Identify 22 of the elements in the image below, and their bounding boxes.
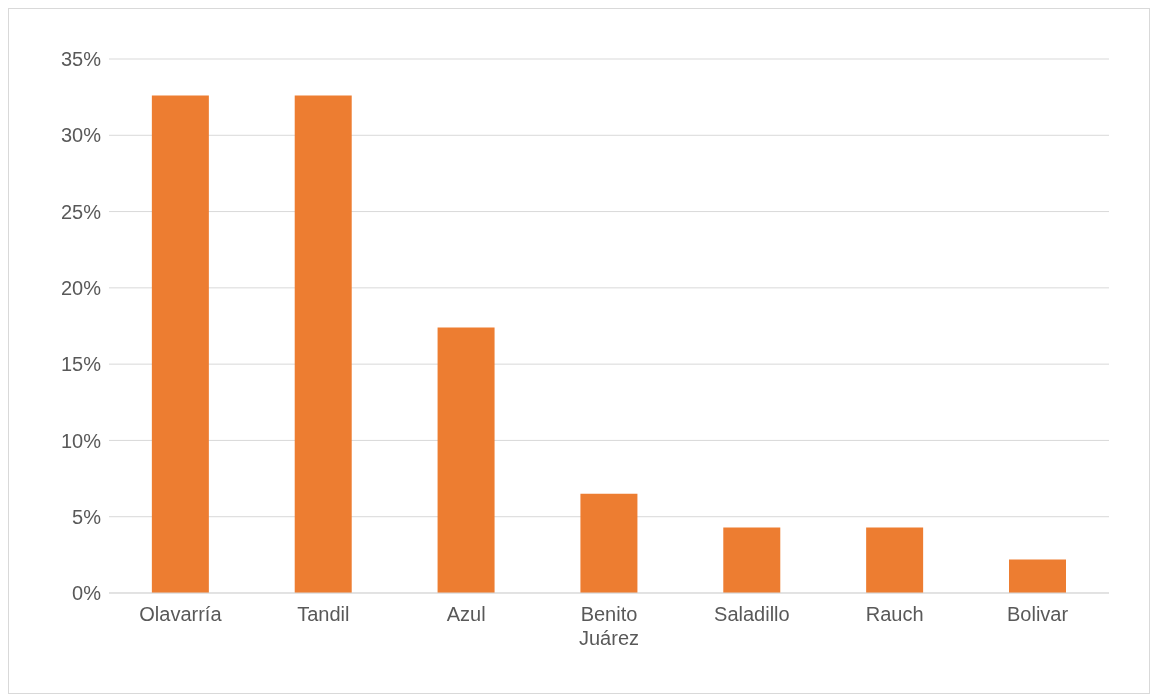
x-tick-label: Rauch xyxy=(865,603,924,625)
x-tick-label: Tandil xyxy=(297,603,350,625)
y-tick-label: 5% xyxy=(72,505,102,528)
bar xyxy=(580,493,638,593)
bar xyxy=(866,527,924,593)
y-tick-label: 20% xyxy=(60,276,102,299)
y-tick-label: 30% xyxy=(60,124,102,147)
bar xyxy=(294,95,352,593)
bar xyxy=(151,95,209,593)
x-tick-label: Benito Juárez xyxy=(578,603,640,649)
y-tick-label: 15% xyxy=(60,353,102,376)
bar xyxy=(723,527,781,593)
y-tick-label: 35% xyxy=(60,48,102,71)
y-tick-label: 25% xyxy=(60,200,102,223)
x-tick-label: Azul xyxy=(446,603,486,625)
bar xyxy=(1009,559,1066,593)
x-tick-label: Bolivar xyxy=(1007,603,1069,625)
y-tick-label: 10% xyxy=(60,429,102,452)
y-tick-label: 0% xyxy=(72,582,102,605)
x-tick-label: Saladillo xyxy=(714,603,790,625)
x-tick-label: Olavarría xyxy=(139,603,223,625)
bar xyxy=(437,327,495,593)
